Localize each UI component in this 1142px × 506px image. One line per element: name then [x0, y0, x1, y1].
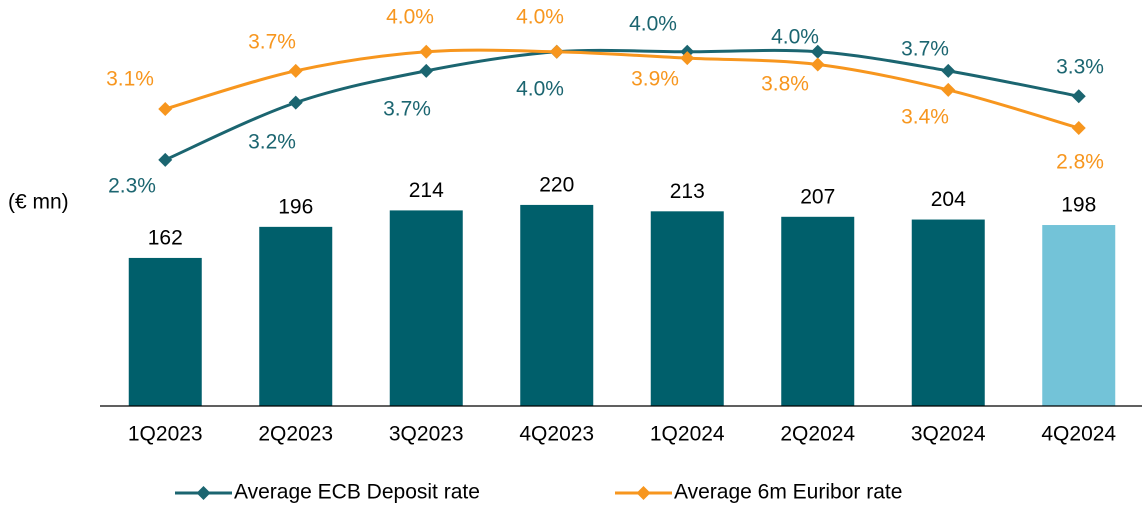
marker [1071, 89, 1086, 104]
marker [419, 44, 434, 59]
line-value-label: 4.0% [516, 78, 564, 101]
line-value-label: 4.0% [386, 6, 434, 29]
marker [941, 82, 956, 97]
line-value-label: 3.3% [1056, 56, 1104, 79]
x-tick-label: 2Q2023 [258, 423, 333, 446]
marker [1071, 121, 1086, 136]
line-value-label: 2.8% [1056, 151, 1104, 174]
bar-value-label: 198 [1061, 194, 1096, 217]
bar-value-label: 204 [931, 188, 966, 211]
legend-label: Average 6m Euribor rate [674, 481, 902, 504]
line-value-label: 3.9% [631, 68, 679, 91]
marker [158, 152, 173, 167]
line-value-label: 4.0% [771, 26, 819, 49]
bar [259, 226, 333, 406]
bar-value-label: 207 [800, 185, 835, 208]
marker [680, 51, 695, 66]
legend-marker [196, 486, 211, 500]
line-value-label: 3.8% [761, 73, 809, 96]
bar [520, 204, 594, 406]
line-value-label: 4.0% [629, 13, 677, 36]
x-tick-label: 4Q2024 [1041, 423, 1116, 446]
line-value-label: 2.3% [108, 175, 156, 198]
line-value-label: 3.7% [248, 31, 296, 54]
marker [288, 63, 303, 78]
bar [911, 219, 985, 406]
bar [389, 210, 463, 406]
line-value-label: 4.0% [516, 6, 564, 29]
marker [810, 44, 825, 59]
bar-value-label: 220 [539, 173, 574, 196]
line [164, 48, 1080, 130]
x-tick-label: 4Q2023 [519, 423, 594, 446]
marker [549, 44, 564, 59]
marker [419, 63, 434, 78]
legend-marker [636, 486, 651, 500]
x-tick-label: 1Q2023 [128, 423, 203, 446]
bar-value-label: 213 [670, 180, 705, 203]
marker [941, 63, 956, 78]
line-value-label: 3.4% [901, 106, 949, 129]
bar [128, 257, 202, 406]
bar-value-label: 162 [148, 226, 183, 249]
x-tick-label: 3Q2023 [389, 423, 464, 446]
x-tick-label: 2Q2024 [780, 423, 855, 446]
bar [781, 216, 855, 406]
x-tick-label: 3Q2024 [911, 423, 986, 446]
marker [288, 95, 303, 110]
y-axis-label: (€ mn) [8, 191, 69, 214]
bar [650, 211, 724, 406]
legend-label: Average ECB Deposit rate [234, 481, 480, 504]
marker [810, 57, 825, 72]
line-value-label: 3.7% [901, 38, 949, 61]
line-value-label: 3.2% [248, 131, 296, 154]
bar-value-label: 196 [278, 195, 313, 218]
line-value-label: 3.1% [106, 68, 154, 91]
line [164, 48, 1080, 162]
bar [1042, 225, 1116, 406]
marker [158, 101, 173, 116]
x-tick-label: 1Q2024 [650, 423, 725, 446]
line-value-label: 3.7% [383, 98, 431, 121]
bar-value-label: 214 [409, 179, 444, 202]
